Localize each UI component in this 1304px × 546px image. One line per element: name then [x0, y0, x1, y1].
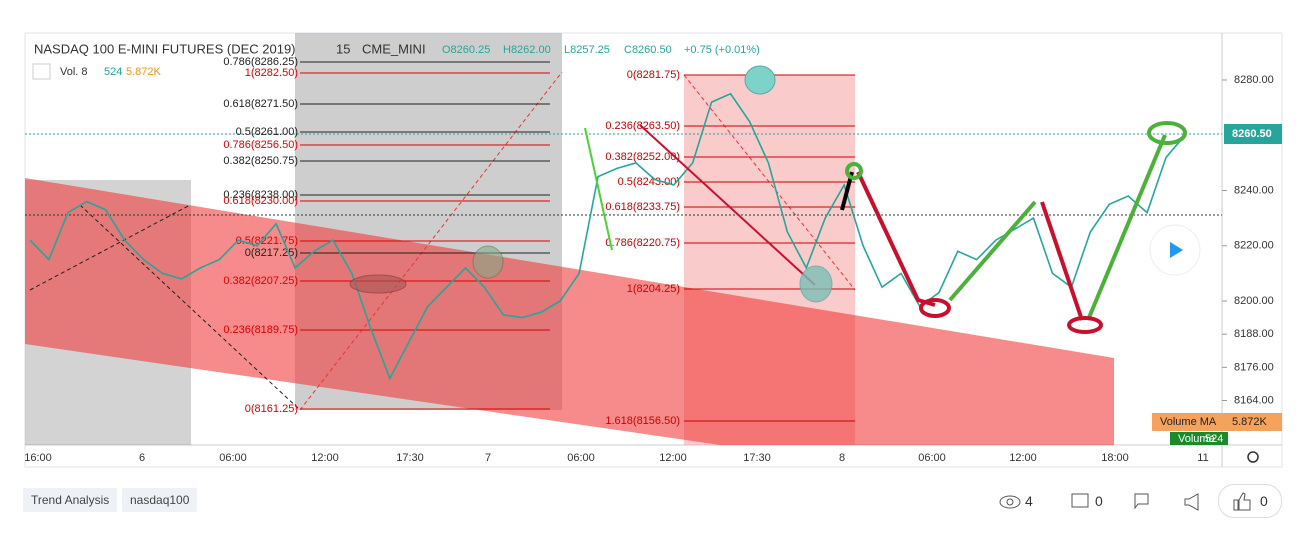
x-tick-label: 17:30	[396, 452, 424, 464]
y-tick-label: 8280.00	[1234, 74, 1274, 86]
tag[interactable]: Trend Analysis	[23, 488, 118, 512]
channel	[25, 178, 1114, 445]
fib-label: 0.382(8252.00)	[605, 151, 680, 163]
y-tick-label: 8164.00	[1234, 394, 1274, 406]
fib-label: 0.5(8243.00)	[618, 176, 680, 188]
x-tick-label: 18:00	[1101, 452, 1129, 464]
x-tick-label: 12:00	[311, 452, 339, 464]
circle	[1147, 121, 1187, 145]
dash	[79, 204, 301, 411]
dash	[29, 204, 191, 291]
stroke	[856, 171, 936, 307]
x-tick-label: 17:30	[743, 452, 771, 464]
fib-label: 0.382(8250.75)	[223, 155, 298, 167]
x-tick-label: 12:00	[659, 452, 687, 464]
fib-label: 0(8217.25)	[245, 247, 298, 259]
y-tick-label: 8200.00	[1234, 295, 1274, 307]
x-tick-label: 7	[485, 452, 491, 464]
price-badge: 8260.50	[1232, 128, 1272, 140]
megaphone-icon[interactable]	[1183, 492, 1203, 512]
circle	[349, 274, 407, 294]
volume-ma-badge-bg	[1152, 413, 1282, 431]
y-tick-label: 8240.00	[1234, 184, 1274, 196]
fib-label: 1.618(8156.50)	[605, 415, 680, 427]
stroke	[1040, 201, 1084, 321]
comments: 0	[1095, 493, 1103, 509]
y-tick-label: 8188.00	[1234, 328, 1274, 340]
circle	[744, 65, 776, 95]
volume-label: Vol. 8	[60, 66, 88, 78]
share-icon[interactable]	[1132, 492, 1152, 512]
price-badge-bg	[1224, 124, 1282, 144]
boost-icon	[1233, 492, 1251, 511]
fib-label: 0(8281.75)	[627, 69, 680, 81]
circle	[799, 265, 833, 303]
fib-label: 0.786(8256.50)	[223, 139, 298, 151]
x-tick-label: 12:00	[1009, 452, 1037, 464]
volume-ma: 5.872K	[126, 66, 162, 78]
stroke	[1086, 134, 1167, 321]
chart: 0.786(8286.25)1(8282.50) 0.618(8271.50) 0.…	[24, 32, 1283, 468]
volume-badge-value: 524	[1205, 433, 1223, 445]
fib-label: 0.618(8230.00)	[223, 195, 298, 207]
symbol: NASDAQ 100 E-MINI FUTURES (DEC 2019)	[34, 41, 296, 56]
circle	[472, 245, 504, 279]
play-icon	[1170, 242, 1183, 258]
x-tick-label: 06:00	[219, 452, 247, 464]
low: L8257.25	[564, 44, 610, 56]
settings-button[interactable]	[1247, 451, 1259, 463]
views: 4	[1025, 493, 1033, 509]
fib-label: 1(8282.50)	[245, 67, 298, 79]
x-tick-label: 06:00	[918, 452, 946, 464]
fib-label: 0.5(8221.75)	[236, 235, 298, 247]
x-tick-label: 6	[139, 452, 145, 464]
interval: 15	[336, 41, 350, 56]
x-tick-label: 16:00	[24, 452, 52, 464]
fib-label: 0.5(8261.00)	[236, 126, 298, 138]
circle	[919, 298, 951, 318]
fib-label: 1(8204.25)	[627, 283, 680, 295]
views-icon	[999, 495, 1021, 509]
tag[interactable]: nasdaq100	[122, 488, 198, 512]
x-tick-label: 11	[1197, 452, 1208, 464]
close: C8260.50	[624, 44, 672, 56]
volume: 524	[104, 66, 122, 78]
volume-ma-badge-value: 5.872K	[1232, 416, 1268, 428]
circle	[845, 162, 863, 180]
fib-label: 0.618(8233.75)	[605, 201, 680, 213]
y-tick-label: 8220.00	[1234, 240, 1274, 252]
price-line	[29, 92, 1186, 381]
boosts: 0	[1260, 493, 1268, 509]
comments-icon[interactable]	[1070, 492, 1092, 512]
fib-label: 0.236(8189.75)	[223, 324, 298, 336]
fib-label: 0.618(8271.50)	[223, 98, 298, 110]
fib-label: 0.786(8220.75)	[605, 237, 680, 249]
fib-label: 0.236(8263.50)	[605, 120, 680, 132]
collapse-button[interactable]	[32, 63, 51, 80]
arrow	[584, 127, 613, 251]
x-tick-label: 8	[839, 452, 845, 464]
fib-label: 0.236(8238.00)	[223, 189, 298, 201]
high: H8262.00	[503, 44, 551, 56]
change: +0.75 (+0.01%)	[684, 44, 760, 56]
dash	[683, 74, 856, 291]
boost-button[interactable]	[1218, 484, 1282, 518]
x-tick-label: 06:00	[567, 452, 595, 464]
volume-ma-badge-name: Volume MA	[1160, 416, 1217, 428]
arrow	[639, 124, 816, 286]
open: O8260.25	[442, 44, 490, 56]
annotations	[349, 65, 1187, 334]
y-tick-label: 8176.00	[1234, 361, 1274, 373]
fib-label: 0(8161.25)	[245, 403, 298, 415]
fib-label: 0.786(8286.25)	[223, 56, 298, 68]
circle	[1067, 316, 1103, 334]
exchange: CME_MINI	[362, 41, 426, 56]
stroke	[948, 200, 1037, 302]
volume-badge-name: Volume	[1178, 433, 1215, 445]
volume-badge-bg	[1170, 432, 1228, 445]
fib-label: 0.382(8207.25)	[223, 275, 298, 287]
